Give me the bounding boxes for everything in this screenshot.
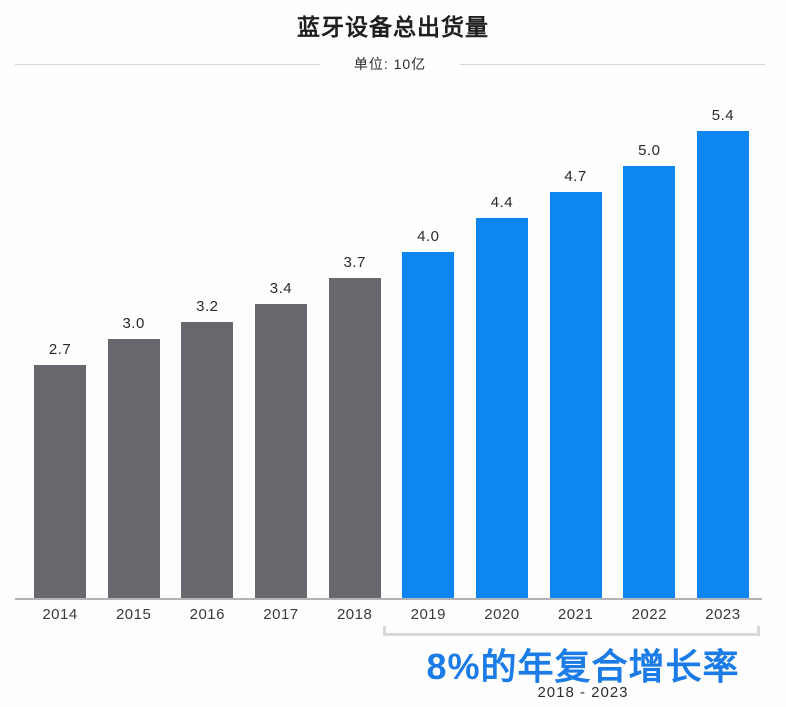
bar-value-label-2022: 5.0 (638, 142, 661, 159)
x-tick-label-2017: 2017 (263, 606, 299, 623)
bar-value-label-2015: 3.0 (122, 315, 145, 332)
bar-2023 (696, 131, 749, 598)
x-tick-label-2016: 2016 (189, 606, 225, 623)
subtitle-right-rule (460, 63, 766, 65)
bar-value-label-2014: 2.7 (48, 341, 72, 358)
x-tick-label-2022: 2022 (631, 606, 667, 623)
x-tick-label-2023: 2023 (705, 606, 741, 623)
bar-2021 (549, 192, 602, 598)
bar-value-label-2016: 3.2 (196, 298, 219, 315)
bar-2016 (181, 322, 234, 598)
bar-value-label-2018: 3.7 (343, 254, 366, 271)
range-bracket (383, 626, 760, 636)
chart-title: 蓝牙设备总出货量 (297, 14, 489, 40)
subtitle-left-rule (15, 63, 320, 65)
x-tick-label-2015: 2015 (115, 606, 152, 623)
bar-2020 (475, 218, 528, 598)
x-tick-label-2020: 2020 (484, 606, 520, 623)
bar-value-label-2021: 4.7 (564, 168, 587, 185)
bar-2014 (34, 365, 86, 598)
bar-2017 (254, 304, 307, 598)
bar-value-label-2023: 5.4 (711, 107, 735, 124)
bar-value-label-2017: 3.4 (269, 280, 293, 297)
x-tick-label-2014: 2014 (42, 606, 78, 623)
bar-value-label-2020: 4.4 (490, 194, 514, 211)
x-tick-label-2021: 2021 (557, 606, 594, 623)
x-tick-label-2018: 2018 (336, 606, 373, 623)
x-tick-label-2019: 2019 (410, 606, 446, 623)
cagr-range-label: 2018 - 2023 (537, 684, 629, 701)
cagr-annotation: 8%的年复合增长率 (426, 646, 740, 687)
bar-2022 (623, 166, 676, 598)
bar-2015 (107, 339, 160, 598)
subtitle-row: 单位: 10亿 (15, 53, 766, 75)
bar-2019 (402, 252, 455, 598)
bar-value-label-2019: 4.0 (417, 228, 440, 245)
unit-label: 单位: 10亿 (353, 56, 427, 72)
x-axis-line (15, 598, 762, 600)
bar-2018 (328, 278, 381, 598)
